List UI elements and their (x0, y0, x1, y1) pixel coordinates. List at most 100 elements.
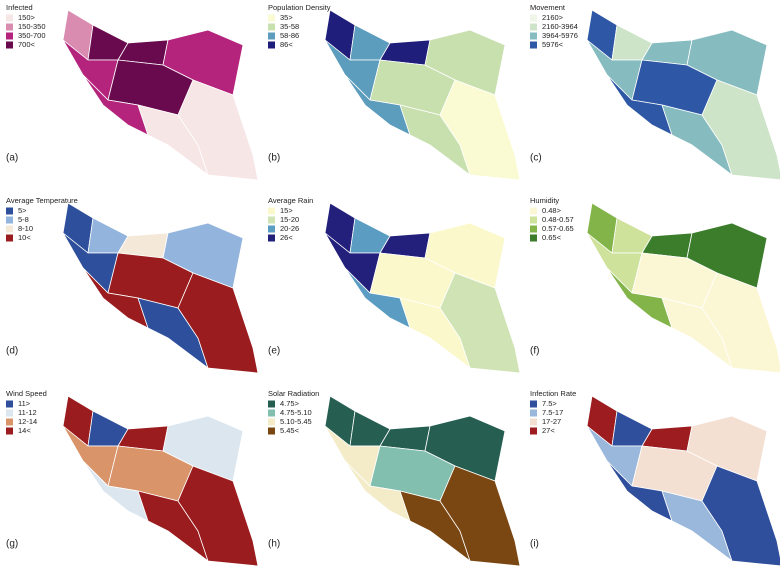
legend-label: 11-12 (18, 408, 37, 417)
legend-label: 27< (542, 426, 555, 435)
legend-swatch (6, 225, 13, 233)
legend-label: 0.57-0.65 (542, 224, 574, 233)
map-region (177, 79, 259, 181)
legend-swatch (530, 41, 537, 49)
legend-swatch (530, 409, 537, 417)
legend-swatch (530, 14, 537, 22)
legend-title: Average Rain (268, 196, 313, 205)
legend-label: 12-14 (18, 417, 37, 426)
legend-label: 150> (18, 13, 36, 22)
legend-title: Wind Speed (6, 389, 47, 398)
legend-label: 26< (280, 233, 293, 242)
legend-swatch (268, 23, 275, 31)
legend-label: 3964-5976 (542, 31, 578, 40)
legend-title: Solar Radiation (268, 389, 319, 398)
legend-label: 8-10 (18, 224, 33, 233)
legend-label: 700< (18, 40, 36, 49)
legend-swatch (6, 418, 13, 426)
panel-letter: (e) (268, 346, 280, 357)
legend-label: 5.45< (280, 426, 300, 435)
legend-label: 17-27 (542, 417, 561, 426)
legend-label: 5-8 (18, 215, 29, 224)
legend-title: Infection Rate (530, 389, 576, 398)
legend-label: 2160> (542, 13, 564, 22)
legend-swatch (268, 216, 275, 224)
legend-title: Infected (6, 3, 33, 12)
legend-swatch (268, 234, 275, 242)
legend-swatch (530, 216, 537, 224)
legend-swatch (530, 207, 537, 215)
legend-label: 5976< (542, 40, 564, 49)
legend-label: 14< (18, 426, 31, 435)
legend-swatch (6, 207, 13, 215)
legend-swatch (530, 427, 537, 435)
legend-swatch (530, 23, 537, 31)
legend-label: 7.5-17 (542, 408, 563, 417)
legend-swatch (6, 216, 13, 224)
map-region (439, 272, 521, 374)
map-region (439, 79, 521, 181)
legend-label: 58-86 (280, 31, 299, 40)
legend-label: 0.65< (542, 233, 562, 242)
legend-title: Population Density (268, 3, 331, 12)
legend-label: 10< (18, 233, 31, 242)
legend-swatch (6, 409, 13, 417)
map-region (177, 272, 259, 374)
panel-letter: (h) (268, 539, 280, 550)
legend-swatch (530, 418, 537, 426)
legend-swatch (268, 32, 275, 40)
legend-swatch (6, 400, 13, 408)
panel-letter: (g) (6, 539, 18, 550)
legend-swatch (268, 409, 275, 417)
legend-swatch (530, 234, 537, 242)
legend-swatch (530, 225, 537, 233)
legend-swatch (268, 418, 275, 426)
legend-label: 35-58 (280, 22, 299, 31)
map-region (701, 272, 780, 374)
legend-label: 4.75-5.10 (280, 408, 312, 417)
legend-label: 4.75> (280, 399, 300, 408)
legend-swatch (530, 32, 537, 40)
legend-swatch (268, 14, 275, 22)
legend-label: 0.48> (542, 206, 562, 215)
legend-label: 35> (280, 13, 293, 22)
legend-swatch (268, 400, 275, 408)
legend-label: 11> (18, 399, 31, 408)
panel-letter: (b) (268, 153, 280, 164)
map-region (701, 79, 780, 181)
panel-letter: (d) (6, 346, 18, 357)
legend-label: 15> (280, 206, 293, 215)
legend-title: Average Temperature (6, 196, 78, 205)
legend-swatch (6, 41, 13, 49)
legend-label: 150-350 (18, 22, 46, 31)
legend-label: 7.5> (542, 399, 557, 408)
legend-swatch (6, 234, 13, 242)
legend-label: 86< (280, 40, 293, 49)
legend-swatch (268, 427, 275, 435)
panel-letter: (c) (530, 153, 542, 164)
map-region (439, 465, 521, 567)
legend-label: 0.48-0.57 (542, 215, 574, 224)
legend-swatch (268, 207, 275, 215)
legend-label: 2160-3964 (542, 22, 578, 31)
legend-swatch (6, 14, 13, 22)
legend-label: 15-20 (280, 215, 299, 224)
legend-swatch (6, 23, 13, 31)
legend-label: 350-700 (18, 31, 46, 40)
legend-label: 20-26 (280, 224, 299, 233)
panel-letter: (f) (530, 346, 539, 357)
legend-swatch (6, 427, 13, 435)
map-region (177, 465, 259, 567)
legend-title: Movement (530, 3, 566, 12)
legend-swatch (268, 41, 275, 49)
panel-letter: (i) (530, 539, 539, 550)
map-region (701, 465, 780, 567)
panel-letter: (a) (6, 153, 18, 164)
legend-label: 5.10-5.45 (280, 417, 312, 426)
legend-swatch (268, 225, 275, 233)
legend-title: Humidity (530, 196, 559, 205)
legend-label: 5> (18, 206, 27, 215)
legend-swatch (530, 400, 537, 408)
legend-swatch (6, 32, 13, 40)
